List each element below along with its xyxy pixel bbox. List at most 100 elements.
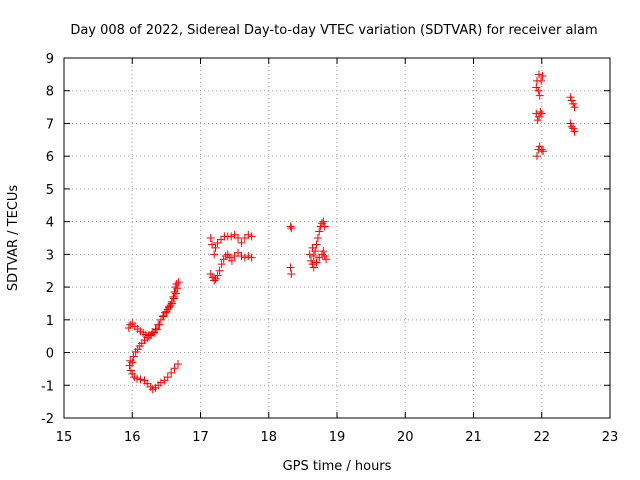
data-point: [171, 289, 180, 298]
data-point: [128, 369, 137, 378]
data-point: [227, 256, 236, 265]
data-point: [216, 235, 225, 244]
data-point: [208, 240, 217, 249]
data-point: [230, 252, 239, 260]
data-point: [165, 303, 174, 312]
data-point: [143, 379, 152, 388]
data-point: [211, 274, 220, 283]
data-point: [538, 72, 547, 80]
data-point: [240, 234, 249, 242]
data-points: [124, 70, 579, 394]
data-point: [286, 222, 295, 231]
data-point: [213, 271, 222, 280]
x-tick-label: 15: [56, 430, 73, 445]
y-tick-label: 1: [46, 314, 54, 329]
x-tick-label: 22: [533, 430, 550, 445]
data-point: [211, 243, 220, 252]
data-point: [536, 108, 545, 116]
data-point: [308, 260, 317, 269]
data-point: [237, 238, 246, 247]
data-point: [533, 116, 542, 125]
chart-title: Day 008 of 2022, Sidereal Day-to-day VTE…: [70, 23, 597, 38]
data-point: [315, 227, 324, 236]
y-tick-label: 6: [46, 150, 54, 165]
x-tick-label: 21: [465, 430, 482, 445]
data-point: [319, 217, 328, 226]
data-point: [308, 243, 317, 252]
data-point: [163, 373, 172, 382]
data-point: [537, 76, 546, 85]
y-tick-label: 3: [46, 248, 54, 263]
data-point: [305, 250, 314, 259]
y-tick-label: -2: [41, 412, 54, 427]
data-point: [534, 86, 543, 95]
data-point: [535, 70, 544, 79]
data-point: [532, 152, 541, 161]
y-tick-label: -1: [41, 379, 54, 394]
data-point: [152, 325, 161, 334]
y-tick-label: 0: [46, 347, 54, 362]
axis-ticks: [63, 57, 611, 419]
data-point: [225, 253, 234, 262]
data-point: [213, 238, 222, 247]
data-point: [126, 320, 135, 329]
x-tick-label: 23: [602, 430, 619, 445]
data-point: [320, 222, 329, 231]
grid-lines: [64, 58, 610, 418]
data-point: [167, 368, 176, 377]
data-point: [234, 248, 243, 257]
data-point: [535, 142, 544, 151]
data-point: [215, 266, 224, 275]
data-point: [532, 83, 541, 92]
data-point: [320, 252, 329, 260]
data-point: [566, 119, 575, 128]
data-point: [171, 283, 180, 292]
data-point: [124, 324, 133, 332]
data-point: [206, 270, 215, 278]
data-point: [160, 376, 169, 385]
data-point: [161, 308, 170, 317]
data-point: [217, 260, 226, 269]
data-point: [172, 279, 181, 288]
data-point: [230, 230, 239, 239]
x-tick-label: 20: [397, 430, 414, 445]
x-tick-label: 18: [260, 430, 277, 445]
data-point: [569, 124, 578, 133]
x-tick-label: 17: [192, 430, 209, 445]
data-point: [244, 252, 253, 260]
data-point: [210, 250, 219, 259]
data-point: [169, 294, 178, 303]
data-point: [287, 270, 296, 278]
data-point: [539, 147, 548, 156]
data-point: [151, 324, 160, 333]
data-point: [309, 252, 318, 260]
data-point: [322, 255, 331, 264]
y-tick-label: 7: [46, 117, 54, 132]
data-point: [128, 358, 137, 367]
data-point: [210, 276, 219, 285]
data-point: [569, 99, 578, 108]
data-point: [566, 93, 575, 102]
data-point: [136, 375, 145, 384]
x-tick-labels: 15 16 17 18 19 20 21 22 23: [56, 430, 619, 445]
data-point: [312, 240, 321, 249]
y-tick-label: 8: [46, 85, 54, 100]
data-point: [240, 253, 249, 262]
data-point: [567, 96, 576, 105]
data-point: [133, 374, 142, 383]
data-point: [234, 234, 243, 242]
x-tick-label: 16: [124, 430, 141, 445]
data-point: [319, 247, 328, 256]
data-point: [227, 232, 236, 241]
data-point: [309, 263, 318, 272]
y-tick-labels: -2 -1 0 1 2 3 4 5 6 7 8 9: [41, 52, 54, 427]
data-point: [570, 103, 579, 112]
data-point: [247, 253, 256, 262]
data-point: [173, 360, 182, 368]
data-point: [286, 263, 295, 272]
data-point: [133, 345, 142, 354]
data-point: [159, 311, 168, 320]
data-point: [567, 122, 576, 131]
x-axis-label: GPS time / hours: [283, 459, 392, 474]
